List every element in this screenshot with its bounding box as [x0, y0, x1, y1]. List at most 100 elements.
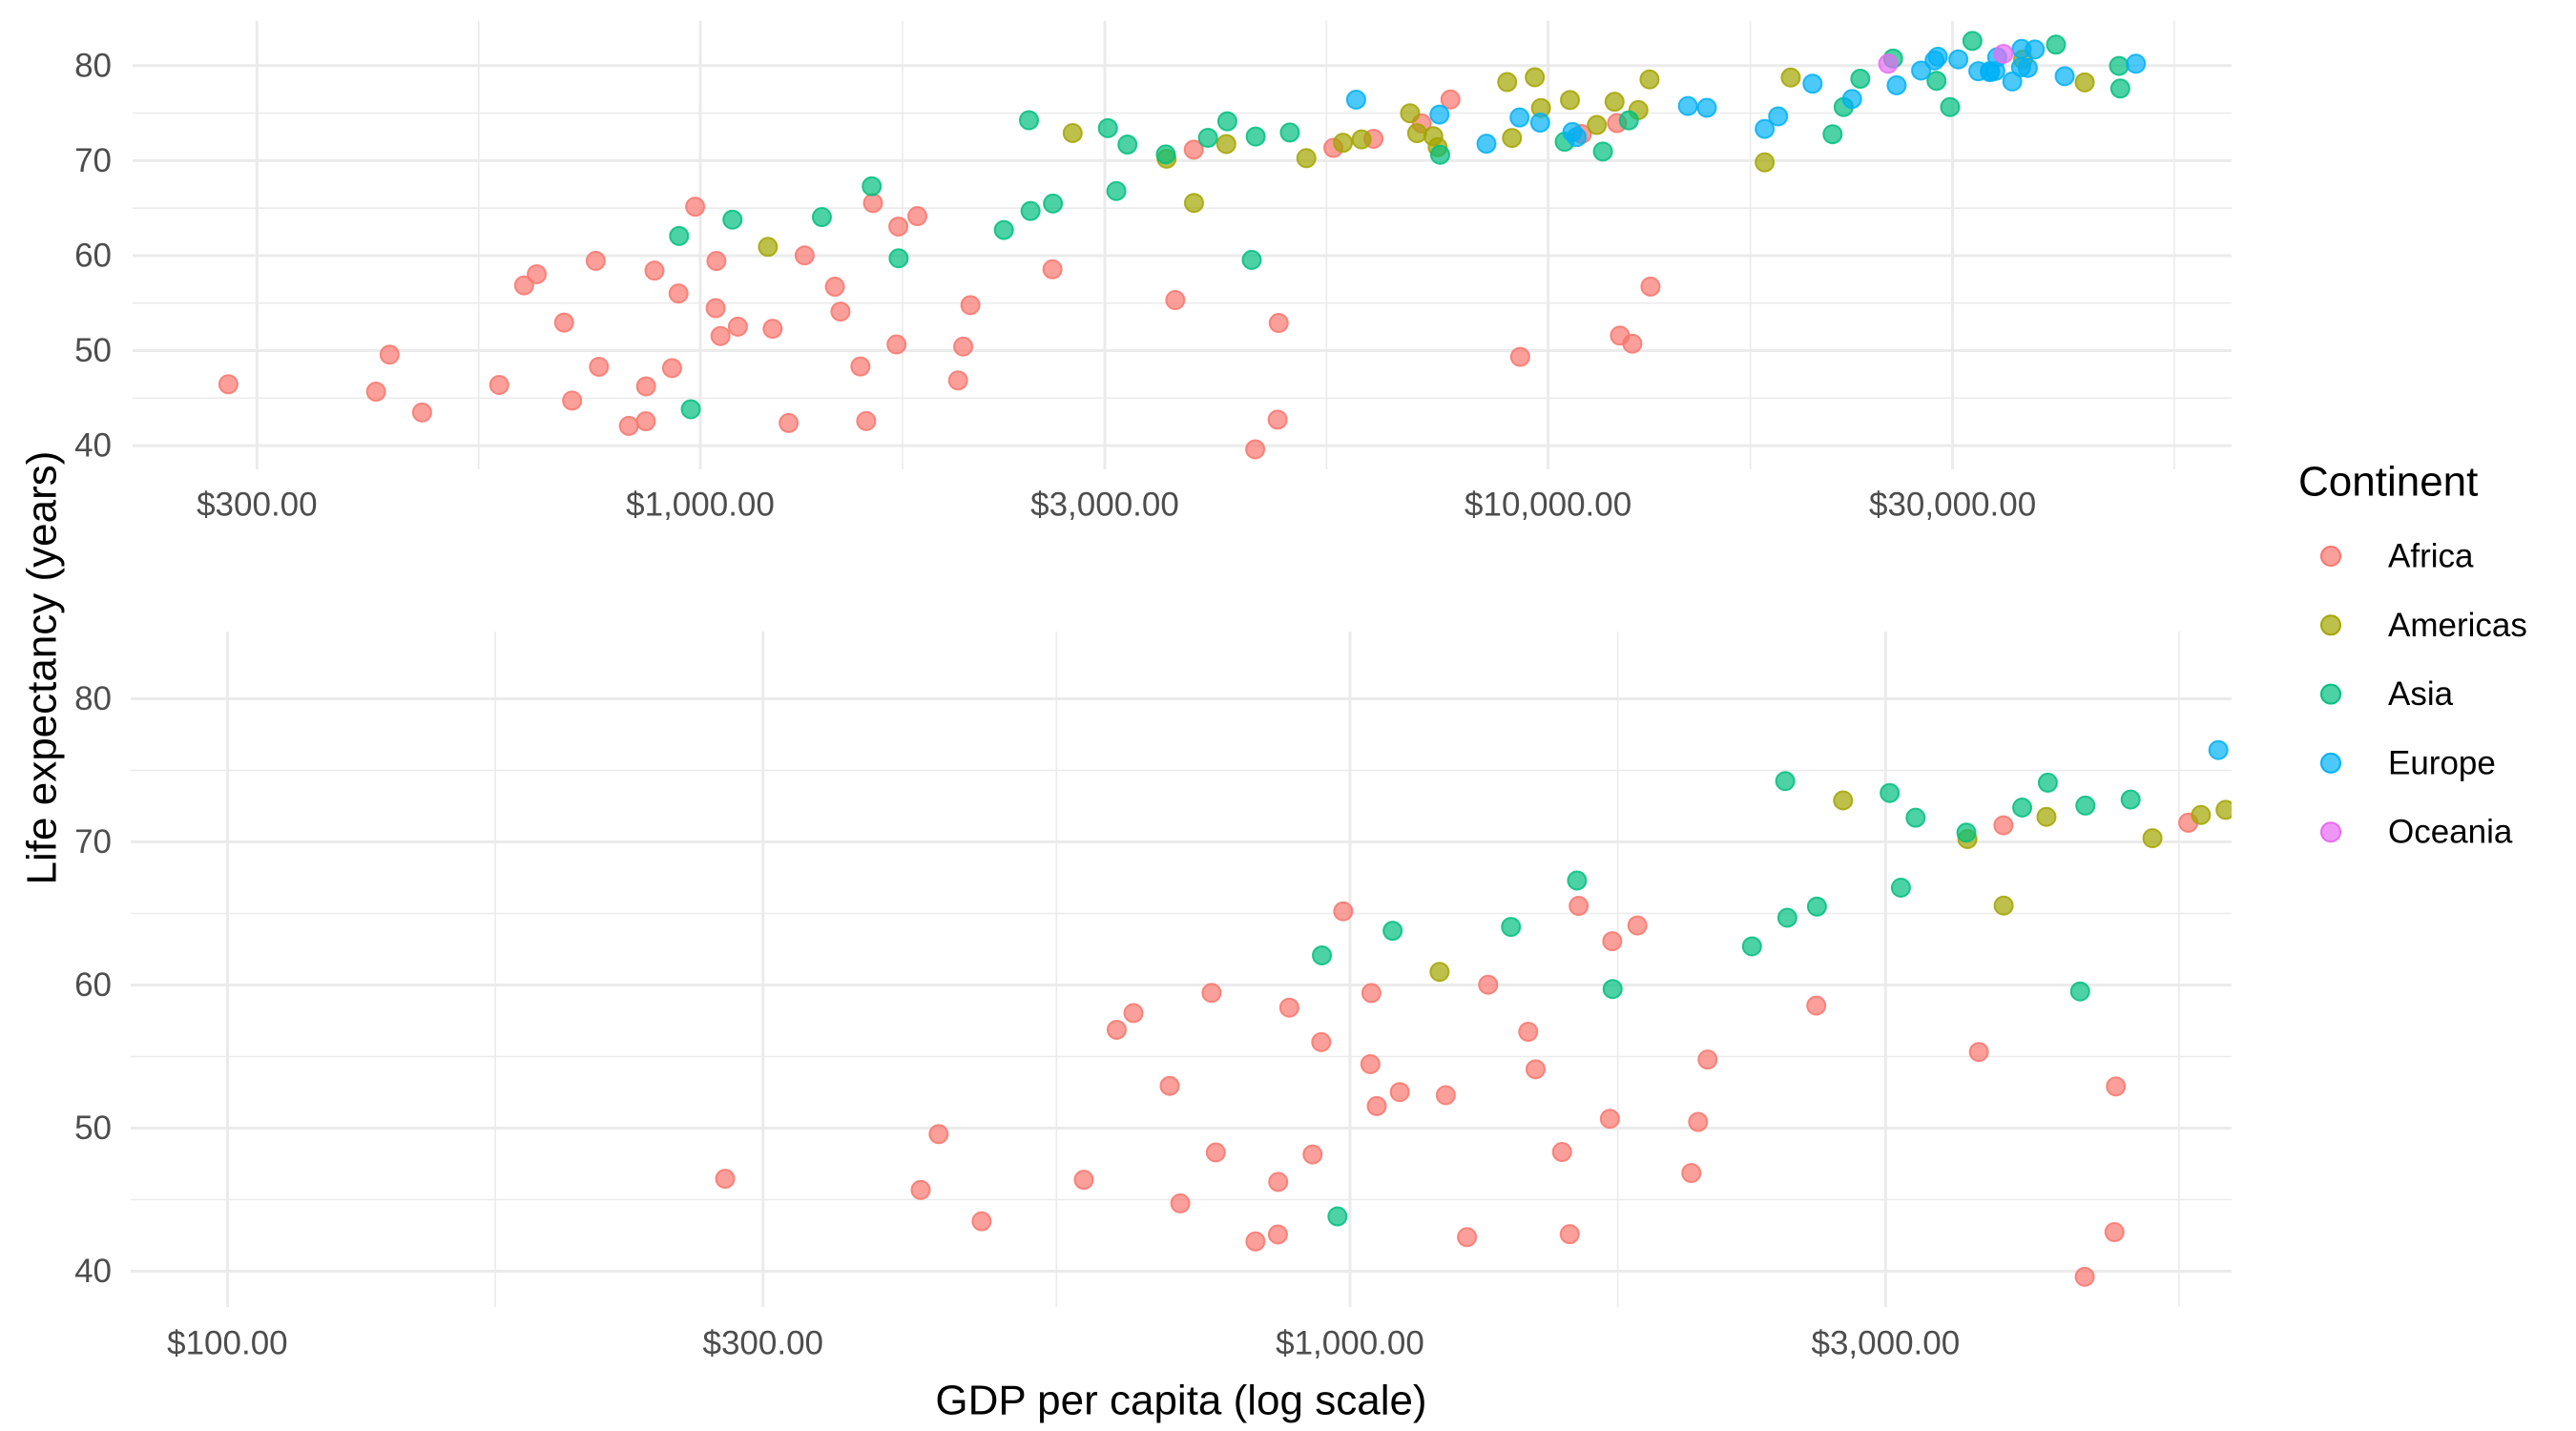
x-tick-label: $1,000.00	[626, 487, 775, 524]
data-point-africa	[1968, 1042, 1989, 1063]
data-point-americas	[1755, 152, 1776, 173]
y-axis-title: Life expectancy (years)	[19, 451, 66, 885]
data-point-americas	[1406, 123, 1427, 144]
data-point-africa	[668, 283, 689, 304]
data-point-asia	[2069, 981, 2090, 1002]
data-point-africa	[553, 312, 574, 333]
x-tick-labels-bottom: $100.00 $300.00 $1,000.00 $3,000.00	[167, 1325, 1960, 1362]
data-point-africa	[1361, 983, 1381, 1004]
data-point-asia	[1880, 782, 1901, 803]
data-point-asia	[669, 225, 690, 246]
data-point-africa	[1278, 997, 1299, 1018]
data-point-africa	[953, 336, 974, 357]
y-tick-label: 50	[74, 332, 112, 369]
data-point-africa	[1073, 1170, 1094, 1191]
data-point-asia	[1905, 807, 1926, 828]
data-point-africa	[794, 245, 815, 266]
y-tick-label: 80	[74, 47, 112, 84]
data-point-europe	[1927, 46, 1948, 67]
data-point-africa	[379, 344, 400, 365]
data-point-americas	[2312, 796, 2330, 814]
data-point-europe	[2496, 790, 2514, 808]
data-point-americas	[1639, 69, 1660, 90]
data-point-americas	[1502, 128, 1523, 149]
data-point-africa	[706, 251, 727, 272]
data-point-africa	[888, 216, 909, 237]
data-point-africa	[1205, 1142, 1226, 1163]
data-point-asia	[2046, 34, 2067, 55]
data-point-americas	[1400, 103, 1421, 124]
data-point-americas	[1215, 134, 1236, 155]
data-point-africa	[830, 301, 851, 322]
data-point-asia	[1940, 96, 1961, 117]
data-point-americas	[2528, 779, 2546, 798]
data-point-asia	[1020, 200, 1041, 221]
data-point-americas	[1604, 92, 1625, 113]
data-point-americas	[1497, 72, 1518, 93]
data-point-americas	[2215, 799, 2232, 820]
x-tick-label: $300.00	[703, 1325, 824, 1362]
data-point-europe	[1802, 73, 1823, 94]
data-point-americas	[1525, 67, 1546, 88]
data-point-africa	[2106, 1076, 2127, 1097]
data-point-africa	[907, 206, 928, 227]
data-point-asia	[1216, 111, 1237, 132]
data-point-africa	[1509, 346, 1530, 367]
data-point-oceania	[1993, 43, 2014, 64]
data-point-asia	[1043, 193, 1064, 214]
data-point-africa	[635, 411, 656, 432]
data-point-americas	[1183, 193, 1204, 214]
data-point-asia	[1327, 1206, 1348, 1227]
data-point-africa	[960, 295, 981, 316]
data-point-asia	[2037, 772, 2058, 793]
data-point-asia	[2012, 798, 2033, 818]
data-point-africa	[685, 197, 706, 218]
data-point-africa	[589, 356, 610, 377]
data-point-africa	[1042, 259, 1063, 280]
data-point-africa	[1268, 1172, 1289, 1192]
y-tick-labels-top: 40 50 60 70 80	[74, 47, 112, 464]
legend: Continent Africa Americas Asia Europe Oceani…	[2298, 459, 2527, 851]
data-point-africa	[1123, 1003, 1144, 1024]
x-tick-label: $1,000.00	[1276, 1325, 1424, 1362]
data-point-americas	[1560, 90, 1581, 111]
data-point-asia	[2109, 78, 2130, 99]
data-point-europe	[1476, 134, 1497, 155]
data-point-europe	[1429, 104, 1450, 125]
y-tick-labels-bottom: 40 50 60 70 80	[74, 680, 112, 1290]
data-point-africa	[1360, 1053, 1381, 1074]
data-point-americas	[1587, 114, 1608, 135]
data-point-asia	[680, 399, 701, 420]
data-point-europe	[1886, 74, 1907, 95]
data-point-africa	[1366, 1095, 1387, 1116]
data-point-africa	[1440, 89, 1461, 110]
legend-label: Asia	[2388, 675, 2454, 713]
data-point-asia	[1822, 124, 1843, 145]
data-point-europe	[1677, 95, 1698, 116]
data-point-africa	[1267, 409, 1288, 430]
data-point-africa	[1551, 1142, 1572, 1163]
data-point-europe	[1567, 127, 1588, 148]
data-point-europe	[2025, 39, 2046, 60]
x-tick-label: $3,000.00	[1030, 487, 1179, 524]
data-point-asia	[1018, 110, 1039, 131]
data-point-americas	[1296, 148, 1317, 169]
data-point-asia	[1245, 126, 1266, 147]
y-tick-label: 50	[74, 1110, 112, 1147]
data-point-europe	[2208, 739, 2229, 760]
data-point-europe	[2002, 71, 2023, 92]
data-point-africa	[1333, 901, 1354, 922]
data-point-africa	[488, 374, 509, 395]
data-point-asia	[2109, 55, 2129, 76]
data-point-asia	[1382, 921, 1403, 942]
data-point-asia	[1926, 71, 1947, 92]
data-point-africa	[1106, 1019, 1127, 1040]
y-tick-label: 40	[74, 427, 112, 465]
data-point-asia	[1155, 144, 1176, 165]
data-point-africa	[513, 275, 534, 296]
x-tick-label: $100.00	[167, 1325, 288, 1362]
data-point-asia	[1117, 135, 1138, 156]
data-point-africa	[411, 402, 432, 423]
data-point-africa	[1267, 1224, 1288, 1245]
data-point-americas	[2290, 792, 2308, 810]
